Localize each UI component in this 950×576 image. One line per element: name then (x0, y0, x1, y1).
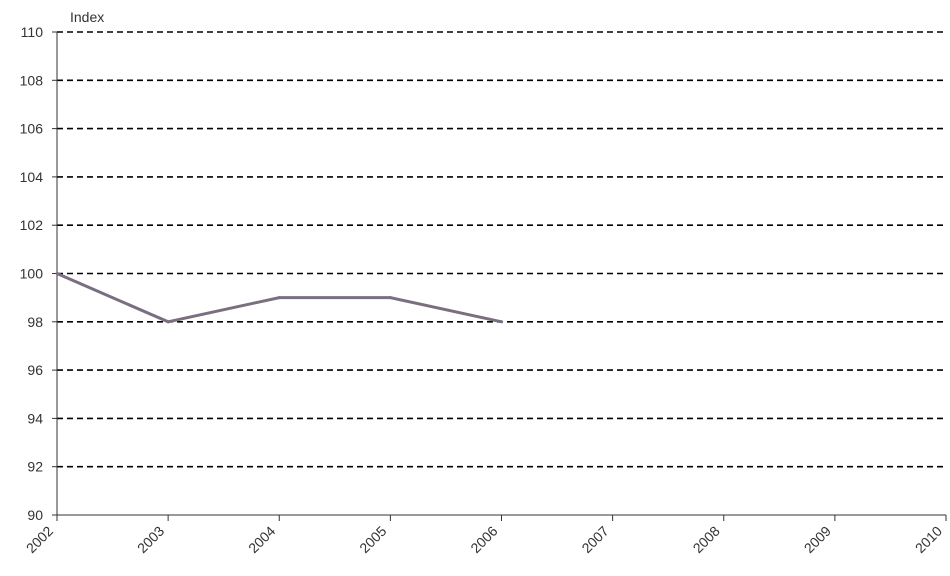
y-tick-label-108: 108 (20, 72, 44, 88)
y-tick-label-110: 110 (21, 24, 44, 40)
x-tick-label-2004: 2004 (245, 523, 278, 556)
x-tick-label-2008: 2008 (690, 523, 723, 556)
data-point-2005 (388, 296, 392, 300)
data-point-2004 (277, 296, 281, 300)
gridlines (57, 31, 946, 468)
x-axis: 2002 2003 2004 2005 2006 2007 2008 2009 2010 (23, 514, 947, 556)
y-tick-label-106: 106 (20, 121, 44, 137)
x-tick-label-2010: 2010 (912, 523, 945, 556)
y-tick-label-98: 98 (27, 314, 43, 330)
data-point-2006 (500, 320, 503, 324)
y-tick-label-92: 92 (27, 459, 43, 475)
x-tick-label-2006: 2006 (467, 523, 500, 556)
x-tick-label-2005: 2005 (356, 523, 389, 556)
y-tick-label-100: 100 (20, 266, 44, 282)
data-point-2002 (55, 272, 59, 275)
x-tick-label-2009: 2009 (801, 523, 834, 556)
y-tick-label-102: 102 (20, 217, 44, 233)
y-tick-label-94: 94 (27, 410, 43, 426)
x-tick-label-2002: 2002 (23, 523, 56, 556)
x-tick-label-2003: 2003 (134, 523, 167, 556)
y-tick-label-104: 104 (20, 169, 44, 185)
x-tick-label-2007: 2007 (578, 523, 611, 556)
y-tick-label-90: 90 (27, 507, 43, 523)
y-axis-ticks: 90 92 94 96 98 100 102 104 106 108 110 (20, 24, 58, 523)
series-group (55, 272, 503, 324)
y-tick-label-96: 96 (27, 362, 43, 378)
y-axis-title: Index (70, 9, 104, 25)
data-point-2003 (166, 320, 170, 324)
